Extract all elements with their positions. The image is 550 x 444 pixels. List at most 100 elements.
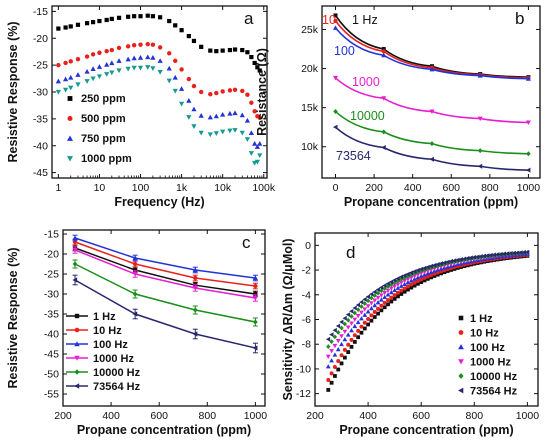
point-100-Hz bbox=[402, 281, 407, 286]
point-500-ppm bbox=[240, 88, 245, 94]
point-250-ppm bbox=[104, 17, 109, 23]
point-1000 bbox=[333, 75, 339, 81]
point-1000-Hz bbox=[422, 270, 427, 275]
y-tick-label: -15 bbox=[44, 229, 59, 241]
point-10-Hz bbox=[342, 347, 347, 352]
series-annotation: 100 bbox=[334, 44, 355, 58]
point-1000-Hz bbox=[398, 280, 404, 286]
point-1000-Hz bbox=[359, 310, 364, 315]
point-10000-Hz bbox=[346, 317, 351, 323]
point-73564-Hz bbox=[369, 291, 374, 297]
point-1000-Hz bbox=[339, 334, 344, 339]
point-100 bbox=[429, 66, 435, 72]
point-10-Hz bbox=[389, 295, 394, 300]
point-73564-Hz bbox=[339, 319, 344, 325]
legend-marker bbox=[458, 315, 464, 321]
point-10-Hz bbox=[402, 286, 407, 291]
point-100-Hz bbox=[412, 276, 417, 281]
point-73564-Hz bbox=[132, 311, 138, 317]
panel-c: 200 400 600 800 1000 -55 -50 -45 -40 -35 -30 -25 -20… bbox=[6, 229, 267, 438]
point-750-ppm bbox=[96, 64, 103, 69]
y-tick-label: -30 bbox=[44, 289, 59, 301]
point-100-Hz bbox=[349, 327, 354, 333]
point-1000-Hz bbox=[405, 277, 411, 282]
point-73564-Hz bbox=[398, 274, 404, 280]
point-73564-Hz bbox=[345, 312, 351, 318]
point-73564-Hz bbox=[495, 252, 500, 257]
point-250-ppm bbox=[126, 14, 131, 19]
point-10-Hz bbox=[326, 378, 331, 383]
point-750-ppm bbox=[220, 111, 226, 117]
point-1000-Hz bbox=[369, 301, 374, 306]
point-250-ppm bbox=[199, 44, 204, 49]
legend-marker bbox=[74, 383, 80, 389]
point-73564-Hz bbox=[471, 254, 477, 260]
point-73564-Hz bbox=[511, 250, 517, 256]
point-73564-Hz bbox=[452, 258, 457, 264]
point-1000-Hz bbox=[362, 307, 368, 312]
point-500-ppm bbox=[75, 57, 81, 62]
point-1000-ppm bbox=[150, 66, 156, 71]
point-73564-Hz bbox=[325, 336, 331, 342]
point-1-Hz bbox=[336, 367, 341, 372]
point-10-Hz bbox=[422, 275, 427, 280]
point-500-ppm bbox=[56, 62, 61, 68]
y-tick-label: -25 bbox=[44, 269, 59, 281]
legend-marker bbox=[74, 369, 80, 375]
point-1000-ppm bbox=[62, 87, 69, 93]
point-1000-ppm bbox=[239, 130, 245, 136]
series-annotations: 1 Hz 10 100 1000 10000 73564 bbox=[322, 13, 385, 163]
point-1000-ppm bbox=[68, 85, 74, 91]
point-500-ppm bbox=[150, 42, 156, 47]
panel-letter: b bbox=[515, 9, 524, 28]
point-1000-ppm bbox=[157, 70, 163, 75]
point-100-Hz bbox=[398, 283, 404, 288]
point-1-Hz bbox=[352, 339, 357, 344]
point-73564-Hz bbox=[422, 265, 427, 271]
point-1000-ppm bbox=[172, 88, 178, 94]
x-tick-label: 600 bbox=[442, 182, 460, 194]
x-tick-label: 400 bbox=[102, 410, 120, 422]
legend-marker bbox=[74, 355, 80, 361]
point-73564-Hz bbox=[349, 308, 354, 314]
point-1000-Hz bbox=[402, 279, 407, 284]
point-10-Hz bbox=[132, 261, 138, 267]
point-750-ppm bbox=[84, 68, 90, 74]
point-10-Hz bbox=[425, 274, 430, 279]
point-250-ppm bbox=[232, 47, 238, 52]
point-250-ppm bbox=[68, 24, 73, 29]
point-1-Hz bbox=[412, 283, 417, 288]
point-500-ppm bbox=[173, 58, 178, 64]
legend-label: 1 Hz bbox=[470, 313, 493, 325]
point-10-Hz bbox=[379, 303, 384, 308]
series-lines bbox=[333, 13, 531, 173]
point-1000-Hz bbox=[352, 317, 358, 322]
point-73564-Hz bbox=[395, 276, 400, 281]
point-500-ppm bbox=[97, 50, 102, 55]
point-73564-Hz bbox=[402, 273, 407, 278]
point-250-ppm bbox=[227, 47, 233, 53]
point-1000-Hz bbox=[395, 282, 401, 287]
point-10000-Hz bbox=[326, 344, 331, 350]
line-1000-Hz bbox=[74, 249, 256, 299]
point-500-ppm bbox=[208, 91, 213, 97]
point-1000-Hz bbox=[355, 314, 361, 319]
legend-marker bbox=[458, 359, 464, 365]
data-points bbox=[55, 13, 263, 166]
point-73564-Hz bbox=[425, 264, 430, 270]
point-1-Hz bbox=[379, 308, 384, 313]
point-1-Hz bbox=[372, 315, 377, 319]
point-250-ppm bbox=[245, 50, 250, 55]
point-1-Hz bbox=[346, 350, 351, 354]
point-250-ppm bbox=[132, 14, 137, 19]
point-1000-Hz bbox=[382, 290, 388, 296]
legend-label: 10000 Hz bbox=[470, 371, 518, 383]
point-100-Hz bbox=[408, 278, 414, 283]
point-73564-Hz bbox=[372, 289, 377, 295]
point-500-ppm bbox=[116, 45, 122, 51]
point-250-ppm bbox=[220, 48, 225, 53]
point-10-Hz bbox=[349, 337, 354, 342]
legend-marker bbox=[458, 344, 464, 350]
point-73564-Hz bbox=[488, 252, 493, 258]
y-tick-label: -45 bbox=[44, 349, 59, 361]
